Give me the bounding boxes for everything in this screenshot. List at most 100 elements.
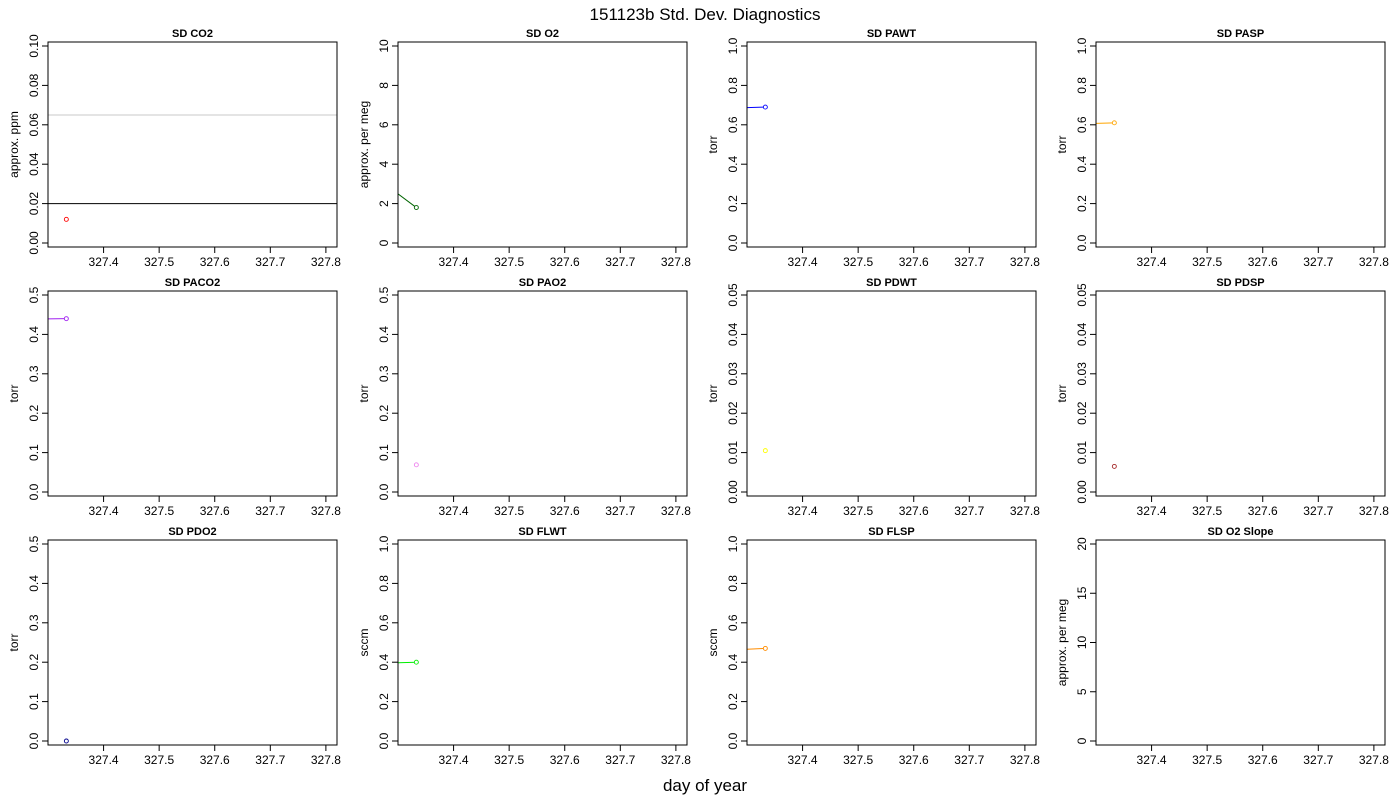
plot-area — [48, 316, 69, 322]
x-tick-label: 327.6 — [1248, 504, 1278, 518]
x-tick-label: 327.4 — [788, 255, 818, 269]
panel-9: SD PDO2 torr 0.0 0.1 0.2 0.3 0.4 0.5 327.4 327.5 3… — [7, 526, 341, 767]
y-tick-label: 0.2 — [726, 195, 740, 212]
panel-title: SD PASP — [1217, 28, 1264, 40]
x-tick-label: 327.7 — [1303, 255, 1333, 269]
x-tick-label: 327.4 — [1137, 255, 1167, 269]
y-tick-label: 0.4 — [726, 156, 740, 173]
y-tick-label: 0 — [1075, 737, 1089, 744]
y-tick-label: 0.5 — [377, 286, 391, 303]
panel-title: SD CO2 — [172, 28, 213, 40]
y-tick-label: 15 — [1075, 586, 1089, 600]
panel-7: SD PDWT torr 0.00 0.01 0.02 0.03 0.04 0.05 327.4… — [706, 277, 1040, 518]
x-tick-label: 327.4 — [89, 255, 119, 269]
x-tick-label: 327.7 — [954, 255, 984, 269]
y-axis-label: sccm — [357, 629, 371, 657]
x-tick-label: 327.7 — [954, 753, 984, 767]
data-point — [413, 462, 419, 468]
panel-10: SD FLWT sccm 0.0 0.2 0.4 0.6 0.8 1.0 327.4 327.5 3… — [357, 526, 691, 767]
panel-title: SD PDO2 — [168, 526, 216, 538]
data-point — [762, 645, 768, 651]
panel-6: SD PAO2 torr 0.0 0.1 0.2 0.3 0.4 0.5 327.4 327.5 3… — [357, 277, 691, 518]
x-tick-label: 327.5 — [1192, 504, 1222, 518]
y-tick-label: 2 — [377, 200, 391, 207]
y-axis-label: torr — [1055, 135, 1069, 153]
y-tick-label: 0.0 — [1075, 234, 1089, 251]
y-tick-label: 0.6 — [726, 116, 740, 133]
y-tick-label: 0.4 — [377, 326, 391, 343]
y-tick-label: 10 — [1075, 636, 1089, 650]
y-tick-label: 8 — [377, 82, 391, 89]
y-tick-label: 0.1 — [27, 693, 41, 710]
x-tick-label: 327.6 — [1248, 255, 1278, 269]
plot-area — [762, 448, 768, 454]
y-tick-label: 0.1 — [377, 444, 391, 461]
x-tick-label: 327.8 — [1010, 753, 1040, 767]
y-axis-label: torr — [7, 384, 21, 402]
panel-5: SD PACO2 torr 0.0 0.1 0.2 0.3 0.4 0.5 327.4 327.5… — [7, 277, 341, 518]
figure-xlabel: day of year — [663, 776, 747, 795]
panel-title: SD PACO2 — [165, 277, 220, 289]
plot-area — [48, 114, 337, 222]
x-tick-label: 327.6 — [899, 753, 929, 767]
x-tick-label: 327.5 — [494, 504, 524, 518]
data-point — [762, 104, 768, 110]
y-axis-label: torr — [357, 384, 371, 402]
x-tick-label: 327.8 — [1359, 255, 1389, 269]
x-tick-label: 327.4 — [1137, 753, 1167, 767]
y-tick-label: 0.2 — [27, 405, 41, 422]
x-tick-label: 327.6 — [550, 255, 580, 269]
x-tick-label: 327.5 — [843, 255, 873, 269]
y-tick-label: 0.0 — [27, 483, 41, 500]
x-tick-label: 327.5 — [494, 753, 524, 767]
data-point — [762, 448, 768, 454]
y-tick-label: 0.4 — [1075, 156, 1089, 173]
plot-frame — [746, 41, 1037, 248]
x-tick-label: 327.5 — [144, 753, 174, 767]
x-tick-label: 327.5 — [1192, 753, 1222, 767]
y-tick-label: 0.04 — [1075, 322, 1089, 346]
series-line — [1096, 122, 1115, 124]
x-tick-label: 327.7 — [605, 255, 635, 269]
y-tick-label: 0.8 — [1075, 77, 1089, 94]
plot-area — [1111, 463, 1117, 469]
y-tick-label: 0.0 — [27, 732, 41, 749]
x-tick-label: 327.7 — [255, 504, 285, 518]
plot-frame — [746, 290, 1037, 497]
series-line — [747, 106, 766, 109]
panel-title: SD O2 — [526, 28, 559, 40]
x-tick-label: 327.6 — [1248, 753, 1278, 767]
x-tick-label: 327.8 — [661, 753, 691, 767]
plot-frame — [47, 539, 338, 746]
y-tick-label: 0.00 — [1075, 480, 1089, 504]
y-tick-label: 0.08 — [27, 73, 41, 97]
y-tick-label: 0.8 — [377, 575, 391, 592]
y-tick-label: 0.3 — [27, 365, 41, 382]
y-tick-label: 0.5 — [27, 286, 41, 303]
plot-frame — [1095, 539, 1386, 746]
panel-4: SD PASP torr 0.0 0.2 0.4 0.6 0.8 1.0 327.4 327.5 3… — [1055, 28, 1389, 269]
series-line — [398, 661, 417, 664]
x-tick-label: 327.7 — [605, 753, 635, 767]
panel-11: SD FLSP sccm 0.0 0.2 0.4 0.6 0.8 1.0 327.4 327.5 3… — [706, 526, 1040, 767]
y-tick-label: 0.01 — [1075, 441, 1089, 465]
y-tick-label: 0.8 — [726, 575, 740, 592]
x-tick-label: 327.8 — [311, 753, 341, 767]
x-tick-label: 327.8 — [661, 255, 691, 269]
y-axis-label: approx. ppm — [7, 111, 21, 178]
x-tick-label: 327.5 — [144, 504, 174, 518]
y-axis-label: torr — [7, 633, 21, 651]
plot-area — [747, 645, 768, 651]
panel-3: SD PAWT torr 0.0 0.2 0.4 0.6 0.8 1.0 327.4 327.5 3… — [706, 28, 1040, 269]
plot-area — [1096, 120, 1117, 126]
x-tick-label: 327.6 — [550, 753, 580, 767]
y-tick-label: 0.0 — [377, 732, 391, 749]
plot-area — [0, 0, 1114, 696]
y-tick-label: 0.00 — [726, 480, 740, 504]
panel-title: SD O2 Slope — [1207, 526, 1273, 538]
data-point — [1111, 120, 1117, 126]
plot-area — [747, 104, 768, 110]
x-tick-label: 327.6 — [200, 504, 230, 518]
x-tick-label: 327.7 — [954, 504, 984, 518]
